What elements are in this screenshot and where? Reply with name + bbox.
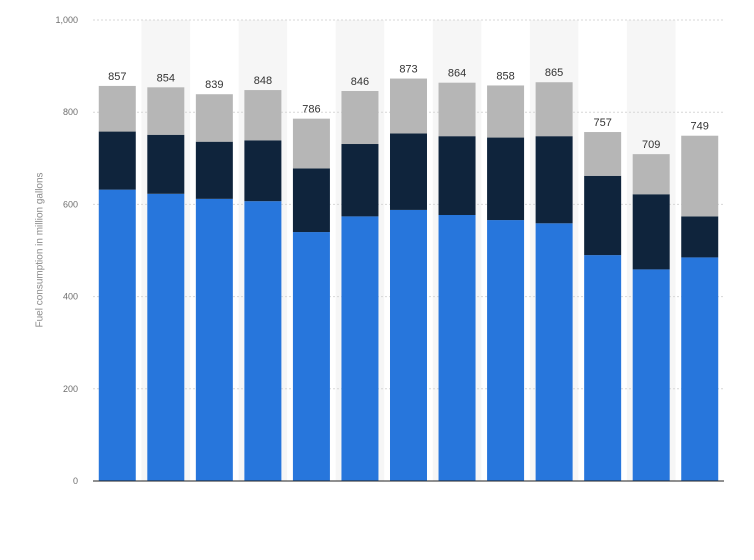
bar-segment-series-3 bbox=[535, 82, 573, 137]
y-tick-label: 0 bbox=[73, 476, 78, 486]
bar-segment-series-2 bbox=[390, 133, 427, 210]
bar-segment-series-3 bbox=[681, 135, 719, 217]
bar-segment-series-1 bbox=[292, 232, 330, 481]
bar-segment-series-1 bbox=[98, 189, 136, 481]
bar-segment-series-2 bbox=[535, 136, 573, 224]
bar-segment-series-2 bbox=[584, 175, 622, 256]
bar-total-label: 749 bbox=[691, 121, 709, 133]
bar-segment-series-2 bbox=[487, 137, 525, 221]
y-tick-label: 200 bbox=[63, 384, 78, 394]
bar-segment-series-3 bbox=[292, 118, 330, 169]
bar-total-label: 854 bbox=[157, 72, 175, 84]
bar-segment-series-2 bbox=[98, 131, 136, 190]
bar-segment-series-1 bbox=[632, 269, 670, 481]
bar-total-label: 709 bbox=[642, 139, 660, 151]
bar-segment-series-2 bbox=[292, 168, 330, 233]
bar-total-label: 786 bbox=[302, 104, 320, 116]
bar-total-label: 864 bbox=[448, 68, 466, 80]
bar-segment-series-1 bbox=[195, 198, 233, 482]
bar-total-label: 839 bbox=[205, 79, 223, 91]
bar-segment-series-1 bbox=[681, 257, 719, 481]
y-tick-label: 1,000 bbox=[55, 15, 78, 25]
bar-segment-series-1 bbox=[147, 193, 185, 481]
bar-segment-series-3 bbox=[147, 87, 185, 135]
y-tick-label: 600 bbox=[63, 199, 78, 209]
bar-segment-series-3 bbox=[98, 85, 136, 132]
bar-segment-series-3 bbox=[584, 132, 622, 176]
bar-total-label: 865 bbox=[545, 67, 563, 79]
bar-total-label: 846 bbox=[351, 76, 369, 88]
bar-segment-series-3 bbox=[487, 85, 525, 138]
bar-total-label: 848 bbox=[254, 75, 272, 87]
bar-segment-series-3 bbox=[341, 90, 379, 145]
bar-segment-series-3 bbox=[438, 82, 476, 137]
bar-segment-series-3 bbox=[195, 94, 233, 142]
bar-segment-series-1 bbox=[244, 201, 282, 481]
bar-segment-series-1 bbox=[341, 216, 379, 482]
bar-segment-series-2 bbox=[147, 134, 185, 194]
bar-segment-series-3 bbox=[244, 90, 282, 141]
bar-segment-series-2 bbox=[195, 141, 233, 199]
bar-segment-series-1 bbox=[487, 220, 525, 481]
bar-segment-series-2 bbox=[438, 136, 476, 216]
bar-segment-series-1 bbox=[438, 215, 476, 482]
bar-segment-series-2 bbox=[244, 140, 282, 202]
bar-segment-series-1 bbox=[584, 255, 622, 481]
y-tick-label: 400 bbox=[63, 292, 78, 302]
bar-segment-series-2 bbox=[341, 144, 379, 217]
bar-segment-series-1 bbox=[535, 223, 573, 481]
bar-segment-series-1 bbox=[390, 209, 427, 481]
bar-segment-series-2 bbox=[632, 194, 670, 270]
bar-total-label: 857 bbox=[108, 71, 126, 83]
bar-segment-series-2 bbox=[681, 216, 719, 258]
bar-total-label: 873 bbox=[399, 64, 417, 76]
bar-segment-series-3 bbox=[632, 154, 670, 195]
bar-total-label: 757 bbox=[593, 117, 611, 129]
bar-total-label: 858 bbox=[496, 70, 514, 82]
y-tick-label: 800 bbox=[63, 107, 78, 117]
bar-segment-series-3 bbox=[390, 78, 427, 134]
